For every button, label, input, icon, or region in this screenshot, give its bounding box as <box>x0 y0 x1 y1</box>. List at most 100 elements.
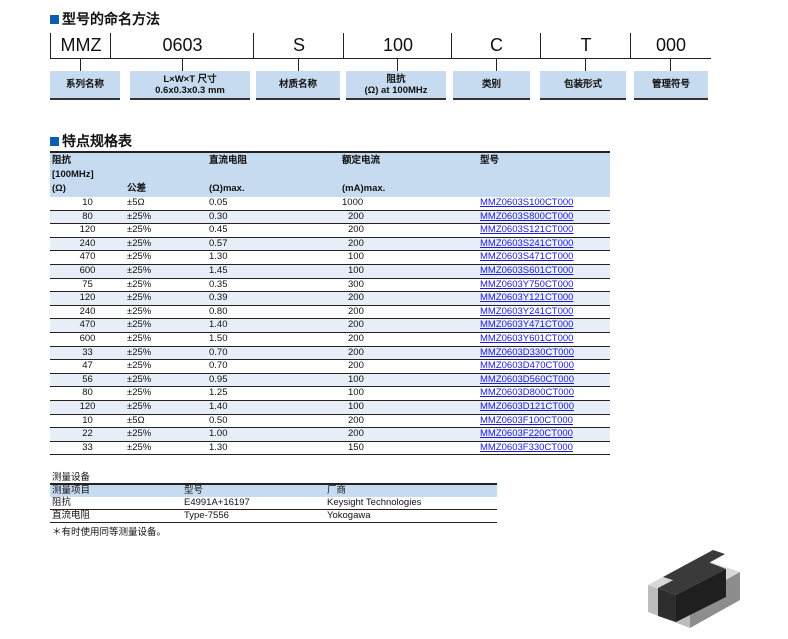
cell: 1.30 <box>207 441 340 456</box>
table-row: 75 ±25% 0.35 300 MMZ0603Y750CT000 <box>50 278 610 293</box>
code-label-line: 类别 <box>481 79 501 90</box>
part-number-link[interactable]: MMZ0603Y241CT000 <box>480 305 574 317</box>
chip-bead-image <box>648 550 740 628</box>
table-row: 22 ±25% 1.00 200 MMZ0603F220CT000 <box>50 427 610 442</box>
cell: MMZ0603D800CT000 <box>478 386 610 401</box>
cell: ±5Ω <box>125 197 207 211</box>
header-dcr: 直流电阻 (Ω)max. <box>207 152 340 197</box>
cell: ±25% <box>125 359 207 374</box>
part-number-link[interactable]: MMZ0603S471CT000 <box>480 251 574 263</box>
measurement-table: 测量项目 型号 厂商 阻抗 E4991A+16197 Keysight Techno… <box>50 483 497 523</box>
cell: 300 <box>340 278 478 293</box>
cell: MMZ0603F330CT000 <box>478 441 610 456</box>
cell: 200 <box>340 223 478 238</box>
connector-line <box>670 58 671 71</box>
measurement-note: ＊有时使用同等测量设备。 <box>52 527 167 538</box>
cell: ±25% <box>125 441 207 456</box>
cell: ±25% <box>125 223 207 238</box>
cell: E4991A+16197 <box>182 497 325 510</box>
cell: 56 <box>50 373 125 388</box>
cell: MMZ0603S471CT000 <box>478 250 610 265</box>
cell: ±25% <box>125 332 207 347</box>
connector-line <box>182 58 183 71</box>
cell: ±25% <box>125 210 207 225</box>
header-current: 额定电流 (mA)max. <box>340 152 478 197</box>
cell: ±25% <box>125 305 207 320</box>
cell: ±25% <box>125 346 207 361</box>
table-row: 470 ±25% 1.40 200 MMZ0603Y471CT000 <box>50 318 610 333</box>
meas-header-maker: 厂商 <box>325 483 497 497</box>
code-segment: 000 <box>630 33 711 59</box>
cell: 0.50 <box>207 414 340 429</box>
code-label: 材质名称 <box>256 71 340 100</box>
part-number-link[interactable]: MMZ0603S601CT000 <box>480 264 574 276</box>
cell: 600 <box>50 264 125 279</box>
header-tolerance: 公差 <box>125 152 207 197</box>
code-label: 阻抗 (Ω) at 100MHz <box>346 71 446 100</box>
spec-section-title: 特点规格表 <box>50 131 132 151</box>
part-number-link[interactable]: MMZ0603D470CT000 <box>480 360 574 372</box>
cell: 0.05 <box>207 197 340 211</box>
code-label: 包装形式 <box>540 71 626 100</box>
cell: 120 <box>50 223 125 238</box>
connector-line <box>80 58 81 71</box>
cell: 75 <box>50 278 125 293</box>
cell: 100 <box>340 400 478 415</box>
cell: 1.40 <box>207 318 340 333</box>
cell: ±5Ω <box>125 414 207 429</box>
part-number-link[interactable]: MMZ0603S121CT000 <box>480 224 574 236</box>
part-number-link[interactable]: MMZ0603Y601CT000 <box>480 332 574 344</box>
cell: 200 <box>340 318 478 333</box>
cell: 47 <box>50 359 125 374</box>
spec-table: 阻抗 [100MHz] (Ω) 公差 直流电阻 (Ω)max. 额定电流 (mA)max… <box>50 151 610 456</box>
connector-line <box>496 58 497 71</box>
cell: 0.39 <box>207 291 340 306</box>
code-segment: MMZ <box>50 33 111 59</box>
square-bullet-icon <box>50 14 59 24</box>
cell: MMZ0603Y241CT000 <box>478 305 610 320</box>
part-number-link[interactable]: MMZ0603Y750CT000 <box>480 278 574 290</box>
cell: 22 <box>50 427 125 442</box>
table-row: 33 ±25% 1.30 150 MMZ0603F330CT000 <box>50 441 610 456</box>
cell: 150 <box>340 441 478 456</box>
part-number-link[interactable]: MMZ0603D800CT000 <box>480 387 574 399</box>
cell: MMZ0603F220CT000 <box>478 427 610 442</box>
table-row: 阻抗 E4991A+16197 Keysight Technologies <box>50 497 497 510</box>
meas-header-model: 型号 <box>182 483 325 497</box>
code-segment: 100 <box>343 33 452 59</box>
connector-line <box>585 58 586 71</box>
cell: 200 <box>340 346 478 361</box>
part-number-link[interactable]: MMZ0603D330CT000 <box>480 346 574 358</box>
cell: MMZ0603S601CT000 <box>478 264 610 279</box>
part-number-link[interactable]: MMZ0603F100CT000 <box>480 414 573 426</box>
cell: MMZ0603S121CT000 <box>478 223 610 238</box>
cell: MMZ0603Y471CT000 <box>478 318 610 333</box>
part-number-link[interactable]: MMZ0603S100CT000 <box>480 197 574 208</box>
cell: 1.25 <box>207 386 340 401</box>
cell: MMZ0603S800CT000 <box>478 210 610 225</box>
code-label-line: (Ω) at 100MHz <box>364 84 428 96</box>
part-number-link[interactable]: MMZ0603Y471CT000 <box>480 319 574 331</box>
cell: 80 <box>50 210 125 225</box>
cell: ±25% <box>125 237 207 252</box>
table-row: 10 ±5Ω 0.50 200 MMZ0603F100CT000 <box>50 414 610 429</box>
part-number-link[interactable]: MMZ0603Y121CT000 <box>480 292 574 304</box>
table-row: 10 ±5Ω 0.05 1000 MMZ0603S100CT000 <box>50 197 610 211</box>
spec-title-text: 特点规格表 <box>62 133 132 149</box>
part-number-link[interactable]: MMZ0603F220CT000 <box>480 428 573 440</box>
table-row: 600 ±25% 1.50 200 MMZ0603Y601CT000 <box>50 332 610 347</box>
cell: 200 <box>340 332 478 347</box>
cell: MMZ0603D330CT000 <box>478 346 610 361</box>
part-number-link[interactable]: MMZ0603S800CT000 <box>480 210 574 222</box>
part-number-link[interactable]: MMZ0603F330CT000 <box>480 441 573 453</box>
code-label-line: 0.6x0.3x0.3 mm <box>155 84 225 96</box>
code-label: 系列名称 <box>50 71 120 100</box>
code-label-line: L×W×T 尺寸 <box>163 73 217 85</box>
part-number-link[interactable]: MMZ0603D121CT000 <box>480 400 574 412</box>
table-row: 56 ±25% 0.95 100 MMZ0603D560CT000 <box>50 373 610 388</box>
table-row: 直流电阻 Type-7556 Yokogawa <box>50 509 497 523</box>
cell: 0.95 <box>207 373 340 388</box>
code-segment: C <box>451 33 541 59</box>
part-number-link[interactable]: MMZ0603D560CT000 <box>480 373 574 385</box>
part-number-link[interactable]: MMZ0603S241CT000 <box>480 237 574 249</box>
